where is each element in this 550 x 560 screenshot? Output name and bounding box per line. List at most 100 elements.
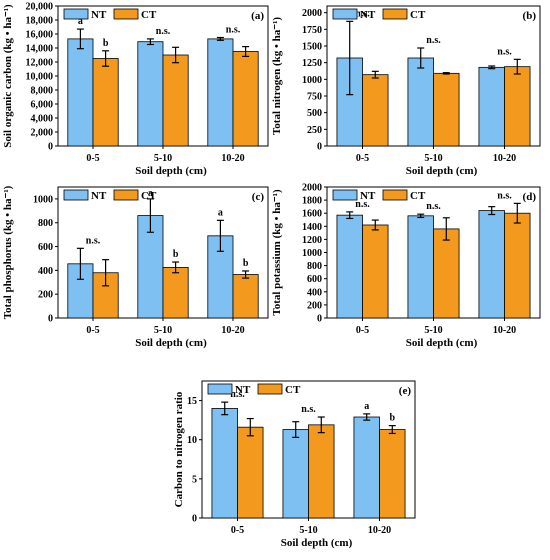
x-axis-label: Soil depth (cm) — [135, 337, 207, 349]
panel-1: 0 2,000 4,000 6,000 8,000 10,000 12,000 14,000 1… — [2, 2, 269, 177]
y-tick-label: 750 — [307, 92, 322, 103]
significance-label: a — [148, 188, 153, 199]
x-tick-label: 0-5 — [356, 325, 369, 336]
y-tick-label: 0 — [48, 314, 53, 325]
y-tick-label: 600 — [38, 242, 53, 253]
significance-label: n.s. — [355, 199, 370, 210]
y-tick-label: 0 — [317, 314, 322, 325]
y-tick-label: 16,000 — [26, 30, 54, 41]
y-tick-label: 18,000 — [26, 16, 54, 27]
bar-ct — [232, 274, 259, 319]
x-tick-label: 10-20 — [221, 153, 244, 164]
x-axis-label: Soil depth (cm) — [406, 337, 478, 349]
x-tick-label: 0-5 — [86, 325, 99, 336]
x-tick-label: 5-10 — [154, 325, 172, 336]
bar-nt — [407, 215, 434, 319]
y-tick-label: 800 — [307, 261, 322, 272]
y-tick-label: 0 — [317, 142, 322, 153]
legend-swatch-ct — [113, 189, 139, 201]
significance-label: a — [364, 401, 369, 412]
y-tick-label: 1000 — [302, 248, 322, 259]
panel-label: (a) — [251, 10, 264, 22]
significance-label: n.s. — [426, 201, 441, 212]
legend-swatch-nt — [63, 189, 89, 201]
significance-label: n.s. — [230, 389, 245, 400]
y-tick-label: 500 — [307, 108, 322, 119]
y-tick-label: 2,000 — [31, 128, 54, 139]
legend-swatch-nt — [332, 8, 358, 20]
legend-swatch-ct — [257, 383, 283, 395]
y-tick-label: 0 — [48, 142, 53, 153]
panel-3: 0 200 400 600 800 1000 0-5 5-10 10-20 n.s. a b a b (c)… — [2, 185, 269, 349]
legend-label-nt: NT — [235, 384, 251, 396]
significance-label: n.s. — [156, 26, 171, 37]
significance-label: n.s. — [426, 35, 441, 46]
y-tick-label: 200 — [38, 290, 53, 301]
bar-ct — [92, 58, 119, 147]
x-tick-label: 0-5 — [86, 153, 99, 164]
y-tick-label: 2000 — [302, 183, 322, 194]
y-tick-label: 20,000 — [26, 2, 54, 13]
bar-nt — [407, 57, 434, 147]
bar-nt — [137, 41, 164, 147]
significance-label: b — [103, 38, 109, 49]
significance-label: b — [173, 249, 179, 260]
x-tick-label: 5-10 — [154, 153, 172, 164]
y-tick-label: 1400 — [302, 222, 322, 233]
y-tick-label: 2000 — [302, 8, 322, 19]
bar-ct — [308, 424, 335, 519]
x-tick-label: 10-20 — [493, 325, 516, 336]
bar-ct — [232, 51, 259, 147]
bar-ct — [504, 212, 531, 319]
panel-label: (b) — [523, 10, 537, 22]
y-axis-label: Total potassium (kg • ha⁻¹) — [271, 189, 283, 316]
y-tick-label: 1500 — [302, 42, 322, 53]
y-tick-label: 5 — [192, 474, 197, 485]
bar-ct — [162, 54, 189, 147]
legend-swatch-nt — [207, 383, 233, 395]
panel-label: (d) — [523, 191, 537, 203]
panel-4: 0 200 400 600 800 1000 1200 1400 1600 1800 2000 0-5… — [271, 183, 541, 349]
legend-swatch-ct — [382, 189, 408, 201]
bar-ct — [162, 266, 189, 319]
y-tick-label: 10,000 — [26, 72, 54, 83]
y-tick-label: 1000 — [33, 194, 53, 205]
bar-ct — [362, 224, 389, 319]
y-tick-label: 250 — [307, 125, 322, 136]
legend-label-ct: CT — [410, 190, 426, 202]
x-axis-label: Soil depth (cm) — [281, 537, 353, 549]
y-tick-label: 400 — [307, 287, 322, 298]
panel-2: 0 250 500 750 1000 1250 1500 1750 2000 0-5 5-10 10-… — [271, 5, 541, 177]
y-tick-label: 1200 — [302, 235, 322, 246]
y-tick-label: 15 — [187, 396, 197, 407]
x-tick-label: 10-20 — [493, 153, 516, 164]
y-tick-label: 0 — [192, 514, 197, 525]
x-tick-label: 5-10 — [424, 153, 442, 164]
significance-label: n.s. — [86, 235, 101, 246]
bar-ct — [237, 426, 264, 519]
x-tick-label: 10-20 — [368, 525, 391, 536]
significance-label: n.s. — [226, 25, 241, 36]
x-tick-label: 5-10 — [299, 525, 317, 536]
y-tick-label: 12,000 — [26, 58, 54, 69]
bar-ct — [379, 429, 406, 519]
bar-ct — [362, 74, 389, 147]
y-tick-label: 14,000 — [26, 44, 54, 55]
bar-nt — [478, 210, 505, 319]
legend-label-nt: NT — [360, 190, 376, 202]
bar-ct — [504, 66, 531, 147]
y-tick-label: 200 — [307, 300, 322, 311]
significance-label: b — [389, 413, 395, 424]
significance-label: n.s. — [497, 46, 512, 57]
x-tick-label: 0-5 — [231, 525, 244, 536]
y-axis-label: Carbon to nitrogen ratio — [173, 391, 185, 507]
y-axis-label: Soil organic carbon (kg • ha⁻¹) — [2, 4, 14, 148]
legend-swatch-ct — [113, 8, 139, 20]
panel-label: (c) — [252, 191, 265, 203]
y-tick-label: 800 — [38, 218, 53, 229]
panel-label: (e) — [399, 385, 412, 397]
y-tick-label: 1750 — [302, 25, 322, 36]
y-tick-label: 6,000 — [31, 100, 54, 111]
legend-label-nt: NT — [91, 9, 107, 21]
